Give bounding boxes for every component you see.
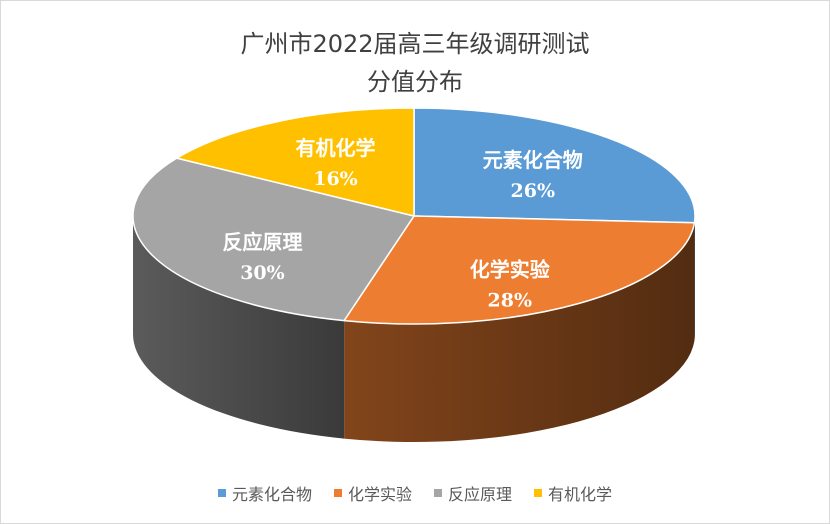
pie-slice (175, 107, 415, 217)
legend: 元素化合物 化学实验 反应原理 有机化学 (0, 481, 830, 505)
data-label-name: 反应原理 (222, 230, 302, 254)
legend-label: 化学实验 (347, 485, 412, 504)
legend-swatch (534, 489, 543, 497)
data-label-name: 化学实验 (470, 258, 550, 282)
legend-swatch (333, 489, 342, 497)
legend-item: 反应原理 (434, 481, 512, 505)
legend-item: 元素化合物 (217, 481, 312, 505)
data-label-name: 有机化学 (295, 136, 375, 160)
pie-slice (132, 157, 415, 322)
legend-swatch (217, 489, 226, 497)
data-label-value: 30% (240, 262, 285, 284)
data-label-value: 16% (313, 168, 358, 190)
pie-slice (413, 107, 696, 224)
pie-slice-side (344, 222, 695, 443)
pie-slice-side (133, 216, 345, 439)
legend-label: 反应原理 (448, 485, 513, 504)
data-label-value: 28% (488, 290, 533, 312)
pie-slice-side (694, 216, 695, 341)
legend-label: 有机化学 (548, 485, 613, 504)
legend-item: 有机化学 (534, 481, 612, 505)
data-label-name: 元素化合物 (483, 148, 583, 172)
chart-subtitle: 分值分布 (367, 68, 463, 96)
chart-title: 广州市2022届高三年级调研测试 (240, 30, 590, 58)
legend-item: 化学实验 (333, 481, 412, 505)
data-label-value: 26% (511, 180, 556, 202)
pie-slice (343, 215, 696, 325)
legend-swatch (434, 489, 442, 497)
legend-label: 元素化合物 (231, 485, 312, 504)
